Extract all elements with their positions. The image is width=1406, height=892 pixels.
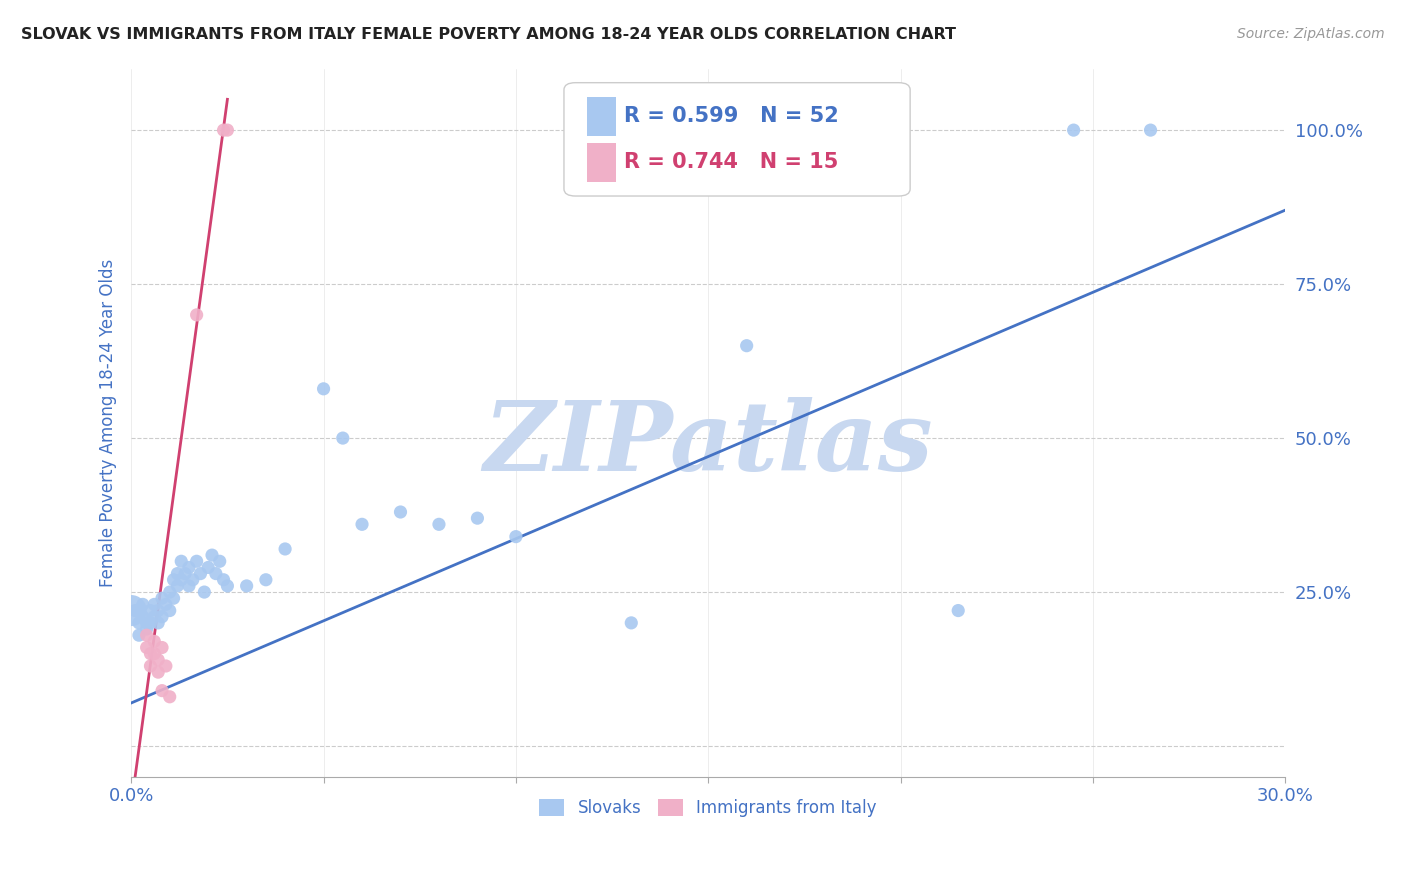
Point: [1139, 123, 1161, 137]
Point: [166, 579, 188, 593]
Point: [254, 573, 277, 587]
Point: [120, 603, 142, 617]
Point: [139, 659, 162, 673]
Legend: Slovaks, Immigrants from Italy: Slovaks, Immigrants from Italy: [531, 790, 886, 825]
Point: [170, 554, 193, 568]
Point: [159, 603, 181, 617]
Point: [159, 690, 181, 704]
Point: [350, 517, 373, 532]
Point: [146, 615, 169, 630]
Point: [197, 560, 219, 574]
Point: [135, 615, 157, 630]
Point: [135, 628, 157, 642]
Point: [177, 579, 200, 593]
Point: [166, 566, 188, 581]
Point: [135, 622, 157, 636]
Point: [177, 560, 200, 574]
Point: [467, 511, 489, 525]
Point: [128, 628, 150, 642]
Point: [181, 573, 204, 587]
Point: [124, 603, 146, 617]
Text: R = 0.744   N = 15: R = 0.744 N = 15: [624, 153, 838, 172]
Point: [139, 615, 162, 630]
Point: [170, 573, 193, 587]
Point: [162, 573, 184, 587]
Point: [146, 665, 169, 680]
Point: [139, 647, 162, 661]
Text: Source: ZipAtlas.com: Source: ZipAtlas.com: [1237, 27, 1385, 41]
Point: [128, 615, 150, 630]
Point: [143, 598, 166, 612]
Point: [212, 123, 235, 137]
Point: [139, 603, 162, 617]
Point: [150, 640, 173, 655]
Point: [135, 640, 157, 655]
Point: [208, 554, 231, 568]
Point: [143, 634, 166, 648]
Point: [174, 566, 197, 581]
Point: [146, 653, 169, 667]
Point: [735, 339, 758, 353]
Point: [193, 585, 215, 599]
Point: [186, 554, 208, 568]
Point: [217, 579, 239, 593]
Text: R = 0.599   N = 52: R = 0.599 N = 52: [624, 106, 839, 127]
Point: [159, 585, 181, 599]
Point: [162, 591, 184, 606]
Point: [150, 683, 173, 698]
Point: [190, 566, 212, 581]
Point: [186, 308, 208, 322]
Point: [312, 382, 335, 396]
Point: [389, 505, 412, 519]
Point: [1063, 123, 1085, 137]
Point: [155, 659, 177, 673]
Bar: [588, 143, 616, 182]
Point: [235, 579, 257, 593]
Point: [132, 609, 155, 624]
Point: [427, 517, 450, 532]
Point: [150, 591, 173, 606]
Point: [505, 530, 527, 544]
Text: SLOVAK VS IMMIGRANTS FROM ITALY FEMALE POVERTY AMONG 18-24 YEAR OLDS CORRELATION: SLOVAK VS IMMIGRANTS FROM ITALY FEMALE P…: [21, 27, 956, 42]
Point: [620, 615, 643, 630]
Y-axis label: Female Poverty Among 18-24 Year Olds: Female Poverty Among 18-24 Year Olds: [100, 259, 117, 587]
Point: [332, 431, 354, 445]
Point: [143, 609, 166, 624]
Point: [132, 598, 155, 612]
Point: [150, 609, 173, 624]
Point: [212, 573, 235, 587]
Text: ZIPatlas: ZIPatlas: [484, 397, 934, 491]
Point: [146, 603, 169, 617]
Point: [155, 598, 177, 612]
Point: [201, 548, 224, 562]
Point: [274, 541, 297, 556]
Bar: [588, 97, 616, 136]
FancyBboxPatch shape: [564, 83, 910, 196]
Point: [143, 647, 166, 661]
Point: [217, 123, 239, 137]
Point: [948, 603, 970, 617]
Point: [205, 566, 228, 581]
